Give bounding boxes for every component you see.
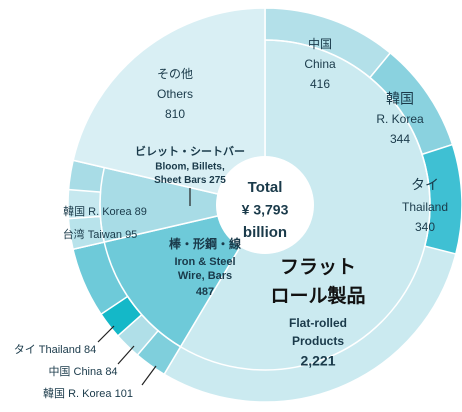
leader-line	[141, 365, 157, 386]
total-unit: billion	[243, 224, 287, 241]
label-ja: 韓国	[63, 205, 85, 218]
label-ja: ビレット・シートバー	[135, 144, 245, 158]
label-value: 810	[165, 107, 185, 121]
leader-line	[97, 325, 115, 343]
center-hole	[216, 156, 314, 254]
label-value: 84	[84, 344, 96, 356]
label-value: 275	[209, 175, 226, 186]
label-ja: 韓国	[386, 91, 414, 107]
label-en: R. Korea	[376, 112, 424, 126]
label-ja: その他	[157, 67, 193, 81]
label-en: Sheet Bars 275	[154, 175, 226, 186]
label-ja: タイ	[14, 343, 36, 356]
label-value: 344	[390, 132, 410, 146]
label-en: Wire, Bars	[178, 270, 232, 282]
label-ja: ロール製品	[270, 285, 365, 307]
label-value: 487	[196, 286, 214, 298]
label: 中国 China 84	[48, 365, 117, 378]
label-en: Products	[292, 334, 344, 348]
label-ja: タイ	[411, 177, 439, 193]
label-en: R. Korea	[88, 206, 132, 218]
leader-line	[117, 345, 135, 365]
label-en: China	[304, 57, 336, 71]
label-value: 416	[310, 77, 330, 91]
label-en: Iron & Steel	[174, 256, 235, 268]
label: 韓国 R. Korea 101	[43, 387, 133, 400]
label-ja: 中国	[308, 36, 332, 51]
label-en: Sheet Bars	[154, 175, 207, 186]
label-ja: 中国	[48, 365, 70, 378]
label-ja: 韓国	[43, 387, 65, 400]
label-en: Thailand	[402, 200, 448, 214]
label-value: 95	[125, 229, 137, 241]
label-en: R. Korea	[68, 388, 112, 400]
label: 韓国 R. Korea 89	[63, 205, 147, 218]
label-ja: 台湾	[63, 227, 85, 241]
label-ja: 棒・形鋼・線	[169, 236, 241, 251]
label-value: 340	[415, 220, 435, 234]
label-en: Bloom, Billets,	[155, 162, 225, 173]
total-title: Total	[248, 179, 283, 196]
label-value: 2,221	[300, 353, 335, 369]
label-en: China	[74, 366, 104, 378]
label-en: Thailand	[39, 344, 81, 356]
label-en: Flat-rolled	[289, 316, 347, 330]
label-value: 101	[115, 388, 133, 400]
total-value: ¥ 3,793	[242, 202, 289, 218]
label: タイ Thailand 84	[14, 343, 97, 356]
label: 台湾 Taiwan 95	[63, 227, 138, 241]
label-value: 84	[105, 366, 117, 378]
label-ja: フラット	[280, 257, 356, 278]
label-value: 89	[135, 206, 147, 218]
label-en: Taiwan	[88, 229, 122, 241]
label-en: Others	[157, 87, 193, 101]
